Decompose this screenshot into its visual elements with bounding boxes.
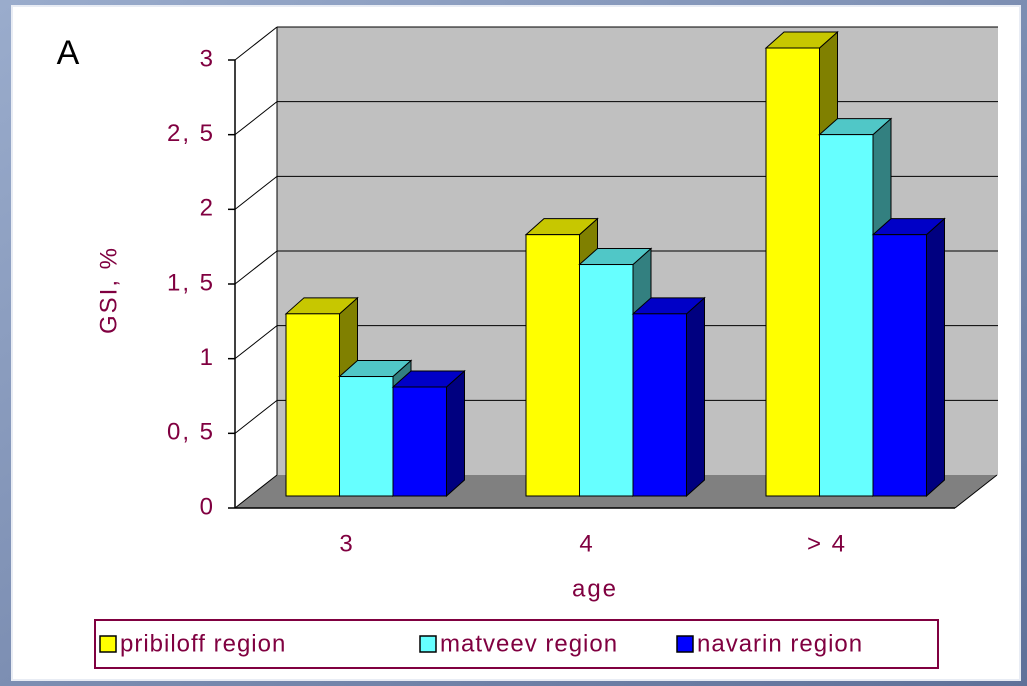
y-tick-label: 0 <box>200 493 215 520</box>
bar <box>871 217 946 498</box>
legend-label: pribiloff region <box>120 630 286 657</box>
y-axis-label: GSI, % <box>95 246 122 334</box>
x-tick-label: > 4 <box>807 530 847 557</box>
bar-front <box>579 264 634 497</box>
panel-label: A <box>57 34 80 72</box>
legend-label: matveev region <box>440 630 618 657</box>
side-grid-line <box>234 26 278 61</box>
bar-front <box>632 313 687 497</box>
y-tick-label: 3 <box>200 45 215 72</box>
legend-swatch <box>419 635 437 653</box>
bar-front <box>819 134 874 497</box>
legend-swatch <box>676 635 694 653</box>
y-tick-label: 2 <box>200 195 215 222</box>
y-tick-label: 1, 5 <box>167 269 215 296</box>
x-axis-label: age <box>572 575 618 602</box>
bar <box>391 369 466 498</box>
x-tick-label: 4 <box>579 530 594 557</box>
y-tick-label: 2, 5 <box>167 120 215 147</box>
bar-front <box>765 47 820 497</box>
side-grid-line <box>234 325 278 360</box>
bar-front <box>339 376 394 497</box>
floor-edge <box>954 474 998 509</box>
side-grid-line <box>234 101 278 136</box>
side-grid-line <box>234 250 278 285</box>
y-tick-label: 0, 5 <box>167 419 215 446</box>
bar-side <box>446 369 465 498</box>
bar-front <box>285 313 340 497</box>
bar-front <box>525 234 580 497</box>
legend-swatch <box>99 635 117 653</box>
legend-box <box>94 619 939 669</box>
bar <box>631 296 706 498</box>
side-grid-line <box>234 175 278 210</box>
y-tick-label: 1 <box>200 344 215 371</box>
bar-side <box>926 217 945 498</box>
x-tick-label: 3 <box>339 530 354 557</box>
side-grid-line <box>234 474 278 509</box>
bar-front <box>392 386 447 497</box>
bar-side <box>686 296 705 498</box>
side-grid-line <box>234 399 278 434</box>
bar-front <box>872 234 927 497</box>
legend-label: navarin region <box>697 630 863 657</box>
